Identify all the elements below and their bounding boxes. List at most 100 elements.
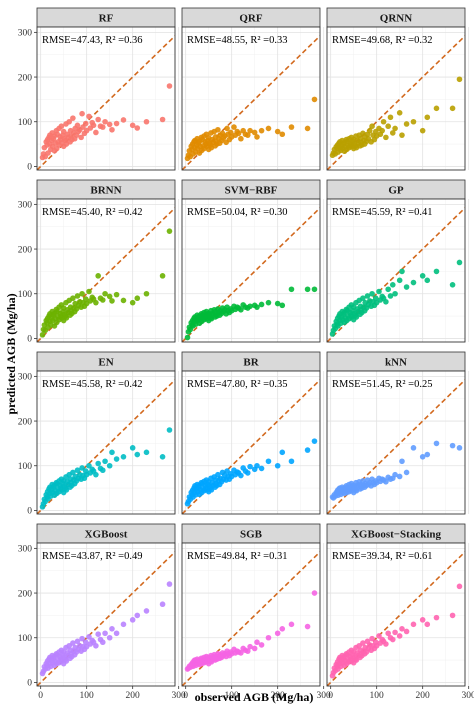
data-point <box>129 617 136 623</box>
data-point <box>279 626 286 632</box>
data-point <box>184 334 191 341</box>
metric-label: RMSE=45.59, R² =0.41 <box>332 207 432 218</box>
data-point <box>274 300 281 307</box>
data-point <box>143 449 150 456</box>
y-tick-label: 200 <box>18 417 33 427</box>
data-point <box>258 301 265 308</box>
y-tick-label: 0 <box>27 163 32 173</box>
panel-1: RF RMSE=47.43, R² =0.36 0 100 200 300 <box>18 7 180 173</box>
scatter-points <box>329 259 463 337</box>
data-point <box>258 127 265 134</box>
data-point <box>247 303 253 310</box>
data-point <box>419 127 426 134</box>
metric-label: RMSE=49.68, R² =0.32 <box>332 35 432 46</box>
data-point <box>106 121 113 128</box>
data-point <box>360 295 366 302</box>
metric-label: RMSE=51.45, R² =0.25 <box>332 379 432 390</box>
data-point <box>95 273 101 279</box>
panel-border <box>326 370 466 515</box>
data-point <box>159 601 166 608</box>
data-point <box>424 277 431 284</box>
metric-label: RMSE=45.58, R² =0.42 <box>42 379 142 390</box>
data-point <box>392 125 398 132</box>
data-point <box>159 454 166 460</box>
data-point <box>288 124 295 130</box>
data-point <box>86 288 92 295</box>
panel-5: SVM−RBF RMSE=50.04, R² =0.30 <box>181 179 325 343</box>
panel-border <box>36 198 176 343</box>
panel-2: QRF RMSE=48.55, R² =0.33 <box>181 7 325 171</box>
data-point <box>364 293 371 299</box>
data-point <box>456 445 463 451</box>
data-point <box>74 122 81 129</box>
scatter-points <box>39 228 173 338</box>
gridlines <box>37 371 180 514</box>
data-point <box>70 295 76 302</box>
data-point <box>238 472 244 479</box>
y-tick-label: 0 <box>27 679 32 689</box>
x-tick-label: 100 <box>370 691 385 701</box>
data-point <box>235 130 242 137</box>
data-point <box>288 458 295 465</box>
panel-title: QRF <box>239 13 263 25</box>
scatter-points <box>39 427 173 510</box>
data-point <box>99 639 106 646</box>
data-point <box>387 293 394 299</box>
y-tick-label: 100 <box>18 290 33 300</box>
data-point <box>79 110 85 117</box>
data-point <box>247 463 253 470</box>
data-point <box>70 640 76 646</box>
data-point <box>410 621 417 628</box>
data-point <box>215 126 221 133</box>
data-point <box>143 608 150 614</box>
data-point <box>392 290 398 297</box>
data-point <box>383 298 389 305</box>
y-tick-label: 100 <box>18 634 33 644</box>
data-point <box>95 460 101 467</box>
panel-11: SGB RMSE=49.84, R² =0.31 0 100 200 300 <box>181 523 331 701</box>
scatter-points <box>184 590 318 672</box>
data-point <box>433 440 440 447</box>
data-point <box>410 279 417 286</box>
data-point <box>410 445 417 451</box>
data-point <box>419 454 426 460</box>
data-point <box>86 634 92 640</box>
data-point <box>79 465 85 471</box>
data-point <box>311 96 318 103</box>
data-point <box>120 297 127 304</box>
data-point <box>449 105 456 112</box>
data-point <box>279 302 286 309</box>
data-point <box>95 116 101 123</box>
data-point <box>369 290 375 297</box>
data-point <box>251 645 258 652</box>
data-point <box>159 116 166 123</box>
panel-title: QRNN <box>380 13 412 25</box>
panel-title: kNN <box>385 357 407 369</box>
data-point <box>93 129 99 136</box>
data-point <box>265 299 272 306</box>
data-point <box>227 129 234 136</box>
panel-4: BRNN RMSE=45.40, R² =0.42 0 100 200 300 <box>18 179 180 345</box>
data-point <box>403 469 410 476</box>
data-point <box>102 290 108 297</box>
panel-3: QRNN RMSE=49.68, R² =0.32 <box>326 7 470 171</box>
data-point <box>134 295 141 302</box>
data-point <box>279 131 286 138</box>
data-point <box>385 630 391 637</box>
y-tick-label: 300 <box>18 201 33 211</box>
data-point <box>399 132 405 138</box>
data-point <box>82 120 89 127</box>
data-point <box>396 277 403 284</box>
data-point <box>251 129 258 136</box>
metric-label: RMSE=49.84, R² =0.31 <box>187 551 287 562</box>
x-tick-label: 0 <box>183 691 188 701</box>
data-point <box>279 449 286 456</box>
panels: RF RMSE=47.43, R² =0.36 0 100 200 300 QRF RMSE=… <box>18 7 474 701</box>
metric-label: RMSE=47.43, R² =0.36 <box>42 35 142 46</box>
data-point <box>247 643 253 650</box>
data-point <box>86 113 92 120</box>
data-point <box>311 286 318 293</box>
data-point <box>258 465 265 472</box>
x-axis-title: observed AGB (Mg/ha) <box>195 690 314 704</box>
